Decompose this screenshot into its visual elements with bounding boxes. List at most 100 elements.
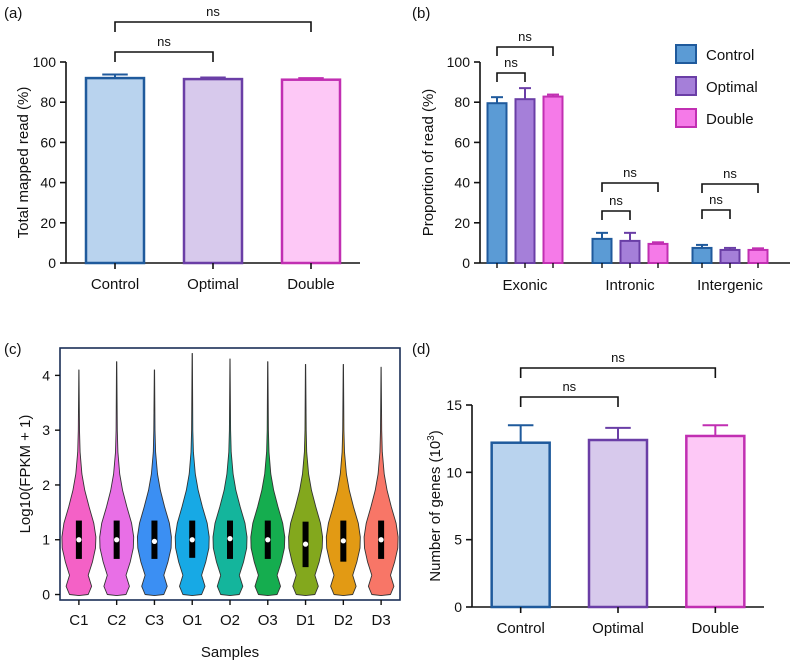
x-tick-label: Double xyxy=(287,276,335,293)
y-tick-label: 100 xyxy=(33,54,57,70)
y-tick-label: 60 xyxy=(40,134,56,150)
y-tick-label: 2 xyxy=(42,477,50,493)
median-point xyxy=(227,536,233,542)
x-category-label: Intronic xyxy=(605,277,655,294)
legend-swatch-double xyxy=(675,108,697,128)
y-tick-label: 40 xyxy=(40,175,56,191)
bar-control-intronic xyxy=(591,237,613,265)
y-tick-label: 0 xyxy=(462,255,470,271)
violin-o2 xyxy=(212,358,248,596)
violin-o3 xyxy=(250,361,286,596)
bar-control xyxy=(490,441,551,609)
violin-d3 xyxy=(363,366,399,596)
median-point xyxy=(265,537,271,543)
y-tick-label: 80 xyxy=(40,94,56,110)
bar-control-exonic xyxy=(486,102,508,264)
y-tick-label: 15 xyxy=(446,397,462,413)
x-tick-label: O1 xyxy=(182,612,202,629)
y-axis-title: Number of genes (103) xyxy=(426,430,444,581)
legend-label: Double xyxy=(706,111,754,128)
bar-double xyxy=(685,434,746,609)
significance-bracket-label: ns xyxy=(709,192,723,207)
significance-bracket-line xyxy=(701,183,759,193)
significance-bracket-label: ns xyxy=(562,379,576,394)
bar-control-intergenic xyxy=(691,246,713,265)
x-category-label: Exonic xyxy=(502,277,548,294)
panel-label: (a) xyxy=(4,5,22,22)
legend-label: Control xyxy=(706,47,754,64)
significance-bracket-label: ns xyxy=(723,166,737,181)
legend-swatch-control xyxy=(675,44,697,64)
significance-bracket-line xyxy=(701,209,731,219)
y-tick-label: 5 xyxy=(454,532,462,548)
y-axis-title: Log10(FPKM + 1) xyxy=(17,415,34,534)
bar-double-exonic xyxy=(542,95,564,264)
violin-c1 xyxy=(61,369,97,596)
violin-c3 xyxy=(136,369,172,596)
significance-bracket-line xyxy=(114,51,214,62)
x-tick-label: C2 xyxy=(107,612,126,629)
x-tick-label: Control xyxy=(91,276,139,293)
x-tick-label: Optimal xyxy=(187,276,239,293)
bar-optimal-intergenic xyxy=(719,248,741,264)
y-tick-label: 0 xyxy=(48,255,56,271)
median-point xyxy=(76,537,82,543)
median-point xyxy=(302,541,309,547)
x-tick-label: C1 xyxy=(69,612,88,629)
significance-bracket-label: ns xyxy=(623,165,637,180)
legend-swatch-optimal xyxy=(675,76,697,96)
median-point xyxy=(151,538,158,544)
y-tick-label: 10 xyxy=(446,464,462,480)
y-tick-label: 0 xyxy=(42,587,50,603)
bar-double-intronic xyxy=(647,242,669,264)
bar-optimal-exonic xyxy=(514,98,536,264)
panel-label: (c) xyxy=(4,341,22,358)
significance-bracket-line xyxy=(519,396,619,407)
y-tick-label: 20 xyxy=(40,215,56,231)
significance-bracket-line xyxy=(601,182,659,192)
significance-bracket-label: ns xyxy=(518,29,532,44)
significance-bracket-line xyxy=(496,46,554,56)
y-axis xyxy=(60,61,67,264)
significance-bracket-label: ns xyxy=(504,55,518,70)
y-tick-label: 60 xyxy=(454,134,470,150)
y-tick-label: 3 xyxy=(42,422,50,438)
y-tick-label: 1 xyxy=(42,532,50,548)
y-axis-title: Total mapped read (%) xyxy=(15,87,32,239)
panel-label: (b) xyxy=(412,5,430,22)
bar-double-intergenic xyxy=(747,248,769,264)
bar-optimal xyxy=(587,438,649,609)
violin-c2 xyxy=(99,361,135,596)
significance-bracket-label: ns xyxy=(206,4,220,19)
x-tick-label: D2 xyxy=(334,612,353,629)
bar-double xyxy=(280,78,342,265)
violin-d1 xyxy=(288,363,324,596)
y-tick-label: 20 xyxy=(454,215,470,231)
panel-label: (d) xyxy=(412,341,430,358)
significance-bracket-label: ns xyxy=(609,193,623,208)
panel-b: (b) 0 20 40 60 80 100 Proportion of read (%) Exo… xyxy=(412,5,790,294)
significance-bracket-line xyxy=(519,367,717,378)
x-category-label: Intergenic xyxy=(697,277,763,294)
bar-control xyxy=(84,76,146,265)
significance-bracket-label: ns xyxy=(611,350,625,365)
violin-d2 xyxy=(325,363,361,596)
x-tick-label: D1 xyxy=(296,612,315,629)
significance-bracket-label: ns xyxy=(157,34,171,49)
significance-bracket-line xyxy=(601,210,631,220)
x-tick-label: D3 xyxy=(372,612,391,629)
x-tick-label: C3 xyxy=(145,612,164,629)
median-point xyxy=(189,537,195,543)
bar-optimal xyxy=(182,77,244,265)
x-tick-label: Control xyxy=(496,620,544,637)
y-tick-label: 0 xyxy=(454,599,462,615)
y-tick-label: 4 xyxy=(42,367,50,383)
significance-bracket-line xyxy=(496,72,526,82)
median-point xyxy=(378,537,384,543)
panel-c: (c) 0 1 2 3 4 Log10(FPKM + 1) Samples C1 C2 C3 O1 O2… xyxy=(4,341,401,661)
x-tick-label: O3 xyxy=(258,612,278,629)
panel-a: (a) 0 20 40 60 80 100 Total mapped read (%) Cont… xyxy=(4,4,360,293)
panel-d: (d) 0 5 10 15 Number of genes (103) Control Opt… xyxy=(412,341,764,637)
y-tick-label: 80 xyxy=(454,94,470,110)
